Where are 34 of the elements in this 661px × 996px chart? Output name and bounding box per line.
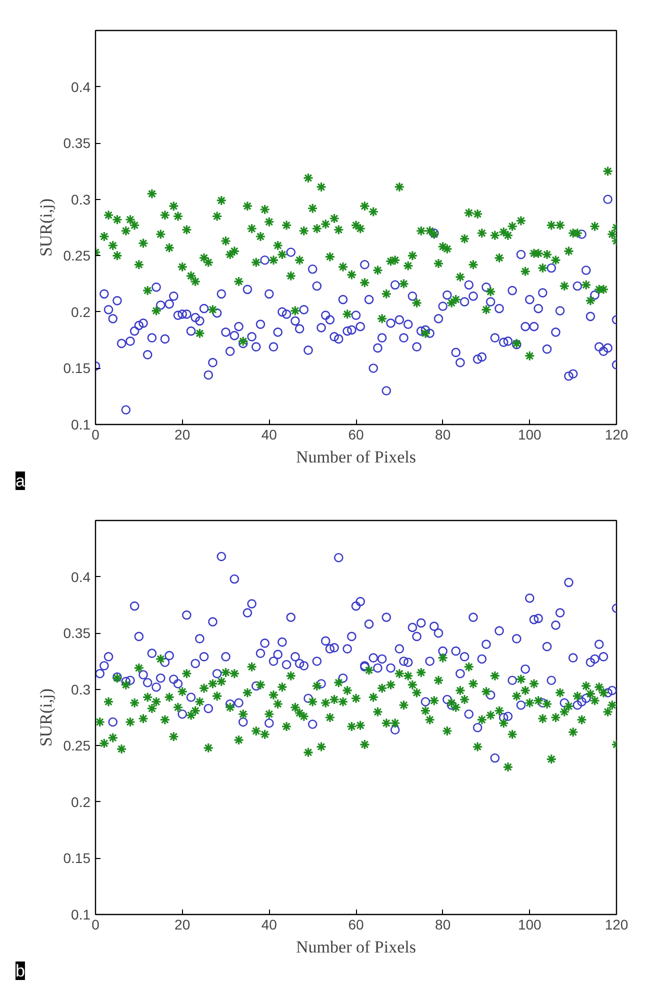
y-tick-label: 0.4	[71, 568, 91, 585]
y-tick-label: 0.35	[63, 625, 91, 642]
y-tick-label: 0.35	[63, 135, 91, 152]
y-tick-label: 0.1	[71, 416, 91, 432]
x-tick-label: 120	[604, 916, 628, 932]
text: b	[16, 962, 25, 980]
x-axis-title: Number of Pixels	[296, 448, 416, 466]
y-axis-title: SUR(i,j)	[36, 198, 56, 257]
y-tick-label: 0.2	[71, 304, 91, 320]
x-tick-label: 120	[604, 426, 628, 442]
text: a	[16, 472, 26, 490]
x-tick-label: 40	[261, 916, 278, 932]
x-tick-label: 20	[174, 916, 190, 932]
x-tick-label: 0	[92, 916, 100, 932]
y-tick-label: 0.4	[71, 78, 91, 95]
x-tick-label: 60	[348, 916, 364, 932]
x-tick-label: 100	[518, 426, 542, 442]
x-tick-label: 80	[435, 426, 451, 442]
y-tick-label: 0.15	[63, 850, 91, 866]
y-axis-title: SUR(i,j)	[36, 688, 56, 747]
y-tick-label: 0.3	[71, 681, 91, 698]
x-tick-label: 80	[435, 916, 451, 932]
x-tick-label: 0	[92, 426, 100, 442]
y-tick-label: 0.1	[71, 906, 91, 922]
y-tick-label: 0.25	[63, 738, 91, 754]
x-axis-title: Number of Pixels	[296, 938, 416, 956]
y-tick-label: 0.3	[71, 191, 91, 208]
x-tick-label: 60	[348, 426, 364, 442]
x-tick-label: 20	[174, 426, 190, 442]
x-tick-label: 100	[518, 916, 542, 932]
y-tick-label: 0.15	[63, 360, 91, 376]
y-tick-label: 0.2	[71, 794, 91, 810]
x-tick-label: 40	[261, 426, 278, 442]
y-tick-label: 0.25	[63, 248, 91, 264]
